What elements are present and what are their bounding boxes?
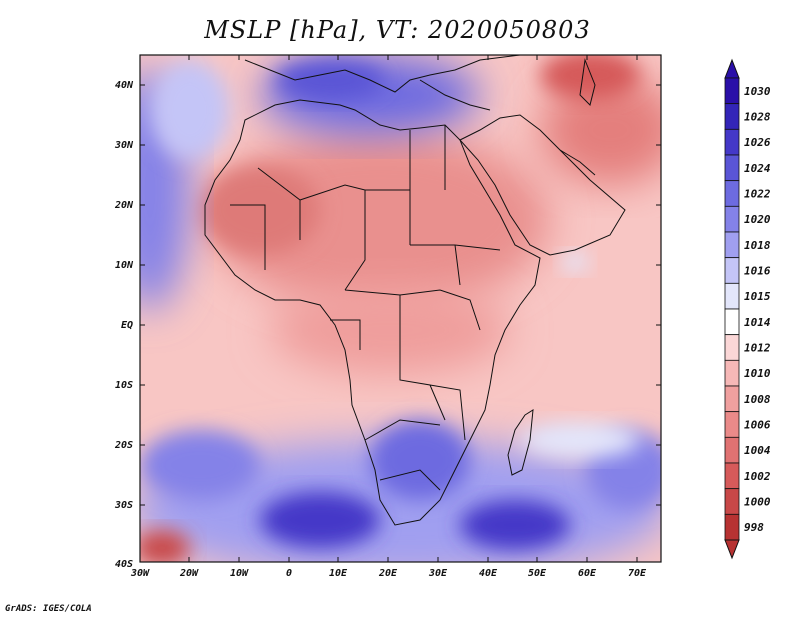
lon-label: 20E (378, 568, 398, 579)
lat-label: 10S (115, 380, 133, 391)
colorbar-label: 1012 (744, 342, 771, 355)
lat-label: 40N (115, 80, 134, 91)
lat-label: 20N (114, 200, 134, 211)
colorbar-swatch (724, 436, 740, 464)
lat-label: 30N (114, 140, 134, 151)
coastlines (204, 55, 626, 526)
colorbar-label: 1018 (744, 239, 771, 252)
lon-label: 30E (428, 568, 448, 579)
colorbar-bottom-arrow (724, 539, 740, 560)
colorbar-label: 1002 (744, 470, 771, 483)
colorbar-swatch (724, 385, 740, 413)
colorbar-swatch (724, 205, 740, 233)
colorbar-top-arrow (724, 58, 740, 79)
colorbar-label: 1006 (744, 419, 771, 432)
colorbar-label: 1010 (744, 367, 771, 380)
lon-label: 20W (179, 568, 199, 579)
colorbar-label: 1014 (744, 316, 771, 329)
lon-label: 60E (578, 568, 597, 579)
colorbar-swatch (724, 231, 740, 259)
colorbar-swatch (724, 308, 740, 336)
colorbar-label: 1020 (744, 213, 771, 226)
colorbar-label: 1016 (744, 265, 771, 278)
lat-label: 10N (115, 260, 134, 271)
colorbar-label: 1024 (744, 162, 771, 175)
colorbar-label: 1028 (744, 111, 771, 124)
colorbar-swatch (724, 513, 740, 541)
colorbar-swatch (724, 488, 740, 515)
colorbar-swatch (724, 128, 740, 156)
lon-label: 70E (628, 568, 647, 579)
pressure-field (140, 55, 661, 562)
colorbar-swatch (724, 359, 740, 387)
lon-label: 10W (230, 568, 249, 579)
lon-label: 0 (286, 568, 292, 579)
colorbar-label: 1015 (744, 290, 771, 303)
lon-label: 10E (329, 568, 348, 579)
colorbar-label: 1004 (744, 444, 771, 457)
colorbar-label: 1026 (744, 136, 771, 149)
lon-label: 50E (528, 568, 547, 579)
longitude-axis: 30W 20W 10W 0 10E 20E 30E 40E 50E 60E 70… (130, 55, 647, 579)
lat-label: 30S (114, 500, 133, 511)
lon-label: 30W (130, 568, 150, 579)
latitude-axis: 40N 30N 20N 10N EQ 10S 20S 30S 40S (114, 80, 661, 570)
colorbar-swatch (724, 154, 740, 182)
colorbar: 1030 1028 1026 1024 1022 1020 1018 1016 1015 1014… (724, 58, 771, 560)
colorbar-swatch (724, 103, 740, 130)
credit-label: GrADS: IGES/COLA (5, 604, 92, 614)
colorbar-swatch (724, 77, 740, 105)
colorbar-label: 998 (744, 521, 764, 534)
plot-frame (139, 54, 662, 563)
colorbar-swatch (724, 282, 740, 310)
colorbar-label: 1022 (744, 188, 771, 201)
lat-label: 20S (114, 440, 133, 451)
colorbar-swatch (724, 334, 740, 361)
colorbar-swatch (724, 462, 740, 490)
lat-label: 40S (115, 559, 133, 570)
colorbar-swatch (724, 257, 740, 284)
colorbar-label: 1030 (744, 85, 771, 98)
colorbar-label: 1008 (744, 393, 771, 406)
lat-label: EQ (121, 320, 133, 331)
colorbar-swatch (724, 411, 740, 438)
map-title: MSLP [hPa], VT: 2020050803 (204, 16, 591, 44)
colorbar-label: 1000 (744, 496, 771, 509)
lon-label: 40E (479, 568, 498, 579)
colorbar-swatch (724, 180, 740, 207)
